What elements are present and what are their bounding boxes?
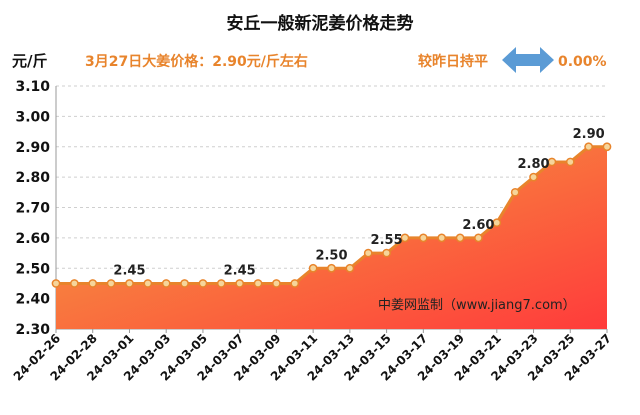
data-point <box>216 279 226 288</box>
data-point <box>161 279 171 288</box>
data-label: 2.60 <box>462 218 494 233</box>
data-point <box>510 187 520 197</box>
data-point <box>125 279 134 288</box>
data-point <box>253 279 263 288</box>
watermark: 中姜网监制（www.jiang7.com） <box>378 298 576 313</box>
data-point <box>308 263 318 273</box>
data-label: 2.45 <box>224 263 256 278</box>
data-point <box>547 157 557 167</box>
y-tick-label: 2.40 <box>15 292 50 308</box>
data-point <box>602 142 612 152</box>
data-point <box>272 279 281 288</box>
data-label: 2.50 <box>315 248 347 263</box>
data-point <box>363 248 373 258</box>
data-label: 2.55 <box>371 233 403 248</box>
data-point <box>290 279 300 288</box>
data-point <box>88 279 98 288</box>
compare-label: 较昨日持平 <box>418 53 488 70</box>
chart-title: 安丘一般新泥姜价格走势 <box>227 13 414 34</box>
unit-label: 元/斤 <box>12 52 47 70</box>
data-point <box>400 233 410 243</box>
data-point <box>327 263 336 273</box>
price-note: 3月27日大姜价格：2.90元/斤左右 <box>85 53 308 70</box>
data-point <box>565 157 575 167</box>
compare-value: 0.00% <box>558 54 607 70</box>
data-point <box>455 233 465 243</box>
data-point <box>345 263 355 273</box>
y-tick-label: 2.60 <box>15 231 50 247</box>
y-tick-label: 2.70 <box>15 201 50 217</box>
y-tick-label: 2.30 <box>15 322 50 338</box>
data-label: 2.90 <box>573 127 605 142</box>
data-point <box>474 233 483 243</box>
y-tick-label: 2.90 <box>15 140 50 156</box>
data-point <box>70 279 79 288</box>
double-arrow-icon <box>502 47 554 73</box>
data-point <box>143 279 153 288</box>
data-point <box>418 233 428 243</box>
data-point <box>106 279 116 288</box>
data-point <box>529 172 538 182</box>
data-point <box>382 248 391 258</box>
data-point <box>180 279 189 288</box>
data-label: 2.45 <box>113 263 145 278</box>
y-tick-label: 3.00 <box>15 109 50 125</box>
data-label: 2.80 <box>517 157 549 172</box>
y-tick-label: 2.80 <box>15 170 50 186</box>
data-point <box>584 142 593 152</box>
y-tick-label: 3.10 <box>15 79 50 95</box>
data-point <box>437 233 447 243</box>
data-point <box>492 218 502 228</box>
y-tick-label: 2.50 <box>15 261 50 277</box>
data-point <box>198 279 208 288</box>
data-point <box>51 279 61 288</box>
data-point <box>235 279 245 288</box>
